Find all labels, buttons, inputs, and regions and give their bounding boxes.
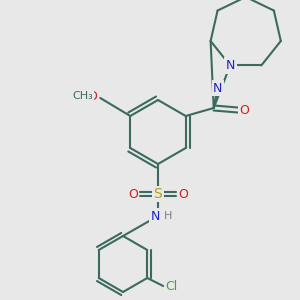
Text: O: O [87,89,97,103]
Text: O: O [178,188,188,200]
Text: S: S [154,187,162,201]
Text: N: N [225,59,235,72]
Text: H: H [164,211,172,221]
Text: O: O [239,103,249,116]
Text: N: N [213,82,222,94]
Text: Cl: Cl [165,280,177,292]
Text: O: O [128,188,138,200]
Text: N: N [150,209,160,223]
Text: CH₃: CH₃ [72,91,93,101]
